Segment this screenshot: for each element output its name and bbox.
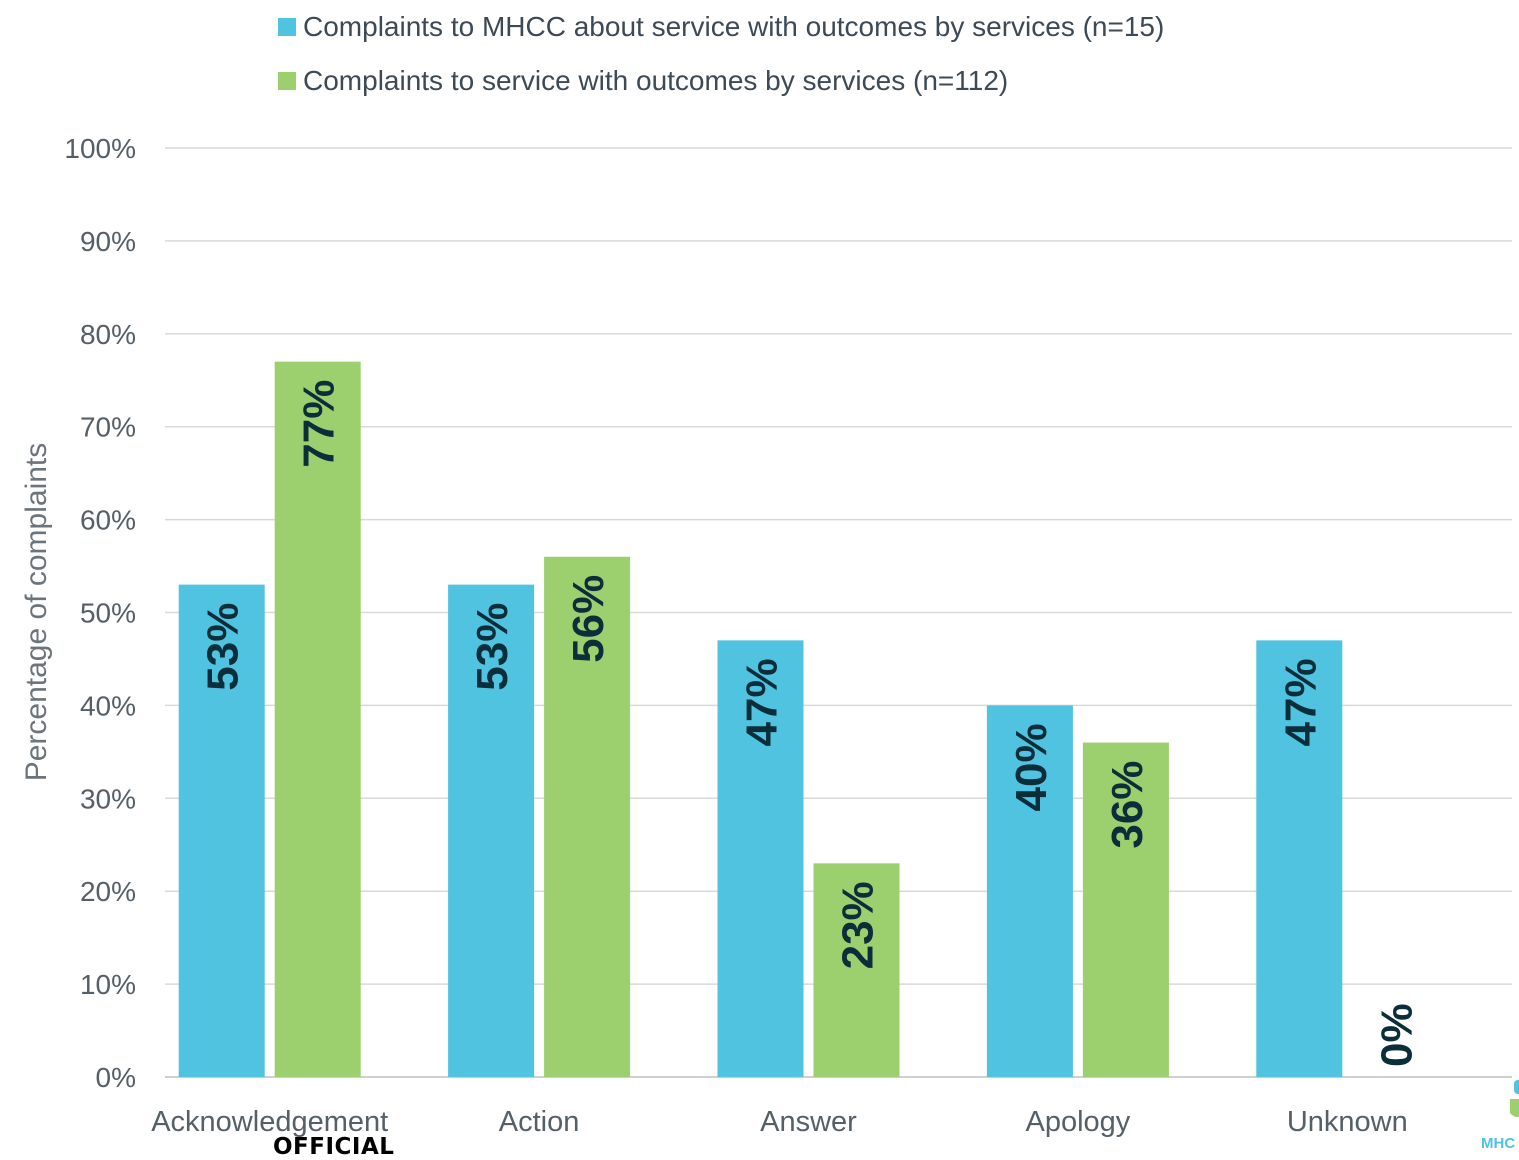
data-label: 23% bbox=[834, 881, 883, 969]
legend-label-mhcc: Complaints to MHCC about service with ou… bbox=[303, 11, 1165, 42]
bar-apology-series-2 bbox=[1082, 742, 1169, 1077]
y-tick-label: 30% bbox=[80, 783, 136, 814]
data-label: 56% bbox=[564, 575, 613, 663]
y-tick-label: 50% bbox=[80, 598, 136, 629]
bar-acknowledgement-series-2 bbox=[274, 361, 361, 1077]
x-tick-label: Apology bbox=[1025, 1106, 1130, 1138]
bar-answer-series-1 bbox=[717, 640, 804, 1077]
data-label: 47% bbox=[738, 658, 787, 746]
x-tick-label: Unknown bbox=[1287, 1106, 1408, 1138]
bar-action-series-1 bbox=[448, 584, 535, 1077]
data-label: 53% bbox=[468, 603, 517, 691]
legend-swatch-mhcc bbox=[278, 18, 296, 36]
bar-answer-series-2 bbox=[813, 863, 900, 1077]
y-tick-label: 40% bbox=[80, 690, 136, 721]
bar-unknown-series-1 bbox=[1256, 640, 1343, 1077]
x-tick-label: Answer bbox=[760, 1106, 857, 1138]
logo-text: MHC bbox=[1481, 1135, 1515, 1152]
x-tick-label: Action bbox=[499, 1106, 580, 1138]
y-tick-label: 60% bbox=[80, 505, 136, 536]
data-label: 53% bbox=[199, 603, 248, 691]
mhcc-logo: MHC bbox=[1480, 1077, 1519, 1159]
y-tick-label: 70% bbox=[80, 412, 136, 443]
y-axis-title: Percentage of complaints bbox=[20, 443, 53, 782]
bar-apology-series-1 bbox=[986, 705, 1073, 1077]
bar-action-series-2 bbox=[544, 556, 631, 1077]
y-tick-label: 80% bbox=[80, 319, 136, 350]
x-tick-label: Acknowledgement bbox=[151, 1106, 388, 1138]
legend: Complaints to MHCC about service with ou… bbox=[278, 0, 1378, 108]
legend-item-service: Complaints to service with outcomes by s… bbox=[278, 54, 1378, 108]
bar-acknowledgement-series-1 bbox=[178, 584, 265, 1077]
y-tick-label: 20% bbox=[80, 876, 136, 907]
data-label: 40% bbox=[1007, 723, 1056, 811]
data-label: 0% bbox=[1372, 1003, 1421, 1067]
y-tick-label: 100% bbox=[64, 133, 136, 164]
y-tick-label: 10% bbox=[80, 969, 136, 1000]
y-tick-label: 90% bbox=[80, 226, 136, 257]
y-tick-label: 0% bbox=[96, 1062, 136, 1093]
data-label: 77% bbox=[295, 380, 344, 468]
legend-swatch-service bbox=[278, 72, 296, 90]
legend-item-mhcc: Complaints to MHCC about service with ou… bbox=[278, 0, 1378, 54]
data-label: 36% bbox=[1103, 761, 1152, 849]
legend-label-service: Complaints to service with outcomes by s… bbox=[303, 65, 1009, 96]
security-marking: OFFICIAL bbox=[273, 1134, 395, 1160]
data-label: 47% bbox=[1276, 658, 1325, 746]
